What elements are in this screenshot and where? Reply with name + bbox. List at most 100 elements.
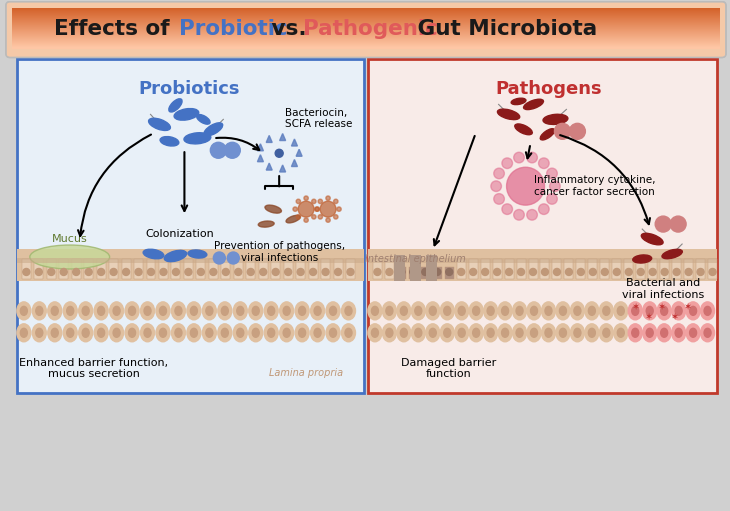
Ellipse shape [415, 328, 422, 337]
Bar [12, 35, 720, 37]
Ellipse shape [36, 328, 43, 337]
Ellipse shape [17, 302, 31, 320]
Bar [84, 259, 93, 279]
Circle shape [602, 268, 608, 275]
Circle shape [23, 268, 30, 275]
Bar [564, 259, 573, 279]
Bar [409, 267, 418, 279]
Bar [17, 249, 364, 281]
Ellipse shape [661, 328, 668, 337]
Circle shape [555, 123, 570, 140]
Ellipse shape [487, 328, 494, 337]
Ellipse shape [559, 328, 566, 337]
Ellipse shape [383, 324, 396, 342]
Ellipse shape [512, 324, 526, 342]
Ellipse shape [280, 302, 293, 320]
Circle shape [502, 204, 512, 215]
Bar [12, 26, 720, 28]
Text: ✶: ✶ [683, 302, 691, 312]
Polygon shape [266, 135, 272, 143]
Ellipse shape [283, 328, 290, 337]
Bar [272, 259, 280, 279]
Bar [368, 258, 717, 263]
Ellipse shape [64, 302, 77, 320]
Ellipse shape [264, 302, 278, 320]
Ellipse shape [657, 324, 671, 342]
Bar [284, 259, 293, 279]
Text: Inflammatory cytokine,
cancer factor secretion: Inflammatory cytokine, cancer factor sec… [534, 175, 655, 197]
Ellipse shape [51, 328, 58, 337]
Circle shape [337, 207, 341, 212]
Ellipse shape [690, 307, 696, 315]
Bar [696, 259, 705, 279]
Bar [12, 30, 720, 32]
Ellipse shape [32, 302, 46, 320]
Circle shape [147, 268, 155, 275]
Circle shape [272, 268, 279, 275]
Ellipse shape [646, 307, 653, 315]
Polygon shape [291, 139, 297, 146]
Ellipse shape [20, 307, 27, 315]
Ellipse shape [516, 307, 523, 315]
Ellipse shape [47, 324, 62, 342]
Ellipse shape [172, 302, 185, 320]
Ellipse shape [20, 328, 27, 337]
Ellipse shape [484, 324, 498, 342]
Ellipse shape [386, 328, 393, 337]
Bar [637, 259, 645, 279]
Ellipse shape [458, 328, 465, 337]
Circle shape [410, 268, 417, 275]
Ellipse shape [160, 136, 179, 146]
Circle shape [227, 252, 239, 264]
Ellipse shape [149, 118, 170, 130]
Ellipse shape [415, 307, 422, 315]
Circle shape [315, 207, 319, 212]
Ellipse shape [657, 302, 671, 320]
Bar [12, 24, 720, 26]
Bar [480, 259, 490, 279]
Ellipse shape [51, 307, 58, 315]
Circle shape [320, 201, 336, 217]
Ellipse shape [326, 302, 340, 320]
Ellipse shape [32, 324, 46, 342]
Ellipse shape [642, 234, 663, 245]
Ellipse shape [169, 99, 182, 112]
Ellipse shape [603, 328, 610, 337]
Bar [517, 259, 526, 279]
Circle shape [172, 268, 180, 275]
FancyBboxPatch shape [6, 2, 726, 58]
Circle shape [160, 268, 167, 275]
Ellipse shape [429, 307, 437, 315]
Ellipse shape [196, 114, 210, 124]
Ellipse shape [545, 328, 552, 337]
Bar [334, 259, 342, 279]
Ellipse shape [469, 324, 483, 342]
Circle shape [247, 268, 254, 275]
Circle shape [210, 142, 226, 158]
Text: Probiotic: Probiotic [180, 18, 288, 39]
Bar [426, 255, 437, 281]
Ellipse shape [286, 215, 300, 223]
Circle shape [293, 207, 297, 212]
Ellipse shape [411, 302, 426, 320]
Ellipse shape [498, 302, 512, 320]
Ellipse shape [113, 328, 120, 337]
Bar [708, 259, 717, 279]
Bar [122, 259, 131, 279]
Polygon shape [280, 133, 285, 141]
Circle shape [347, 268, 354, 275]
Ellipse shape [128, 307, 136, 315]
Circle shape [334, 268, 342, 275]
Bar [394, 255, 405, 281]
Bar [258, 259, 268, 279]
Bar [12, 42, 720, 43]
Text: Pathogenic: Pathogenic [303, 18, 438, 39]
Polygon shape [291, 159, 297, 167]
Ellipse shape [79, 302, 93, 320]
Ellipse shape [585, 302, 599, 320]
Ellipse shape [221, 307, 228, 315]
Circle shape [235, 268, 242, 275]
Ellipse shape [184, 133, 211, 144]
Ellipse shape [440, 302, 454, 320]
Ellipse shape [368, 324, 382, 342]
